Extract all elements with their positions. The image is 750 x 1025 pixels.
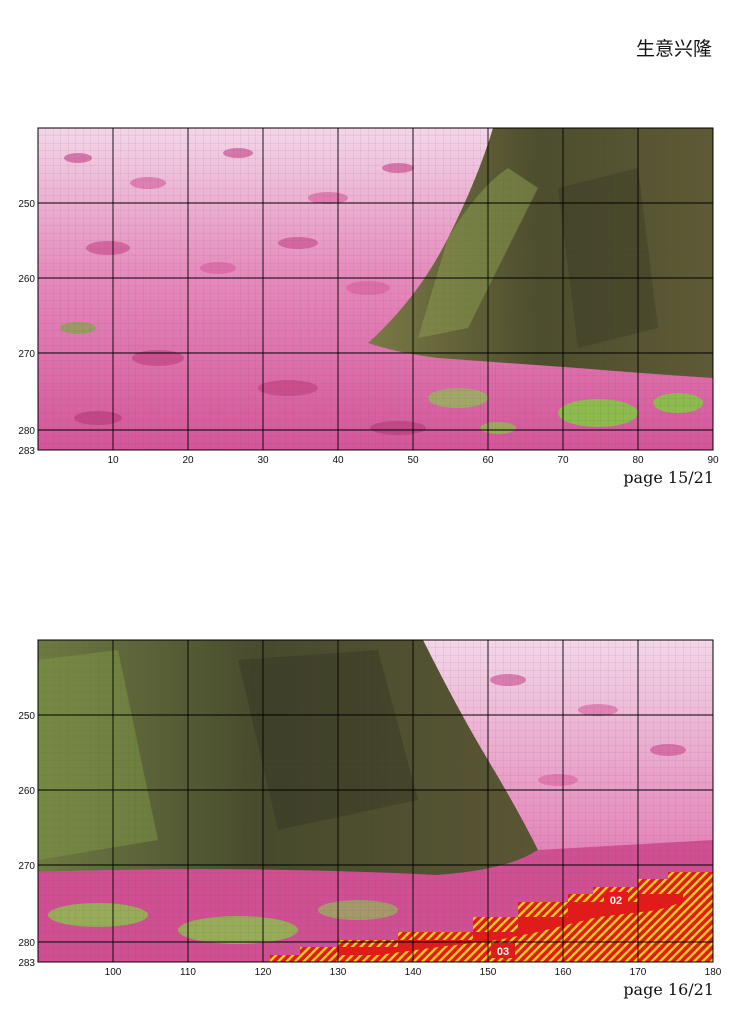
page-number-label: page 16/21 xyxy=(623,980,714,999)
x-tick-label: 150 xyxy=(480,967,497,978)
y-tick-label: 283 xyxy=(18,446,35,457)
y-tick-label: 283 xyxy=(18,958,35,969)
x-tick-label: 100 xyxy=(105,967,122,978)
marker-03: 03 xyxy=(491,943,515,958)
x-tick-label: 120 xyxy=(255,967,272,978)
x-tick-label: 20 xyxy=(182,455,194,466)
page-number-label: page 15/21 xyxy=(623,468,714,487)
y-tick-label: 250 xyxy=(18,711,35,722)
x-tick-label: 30 xyxy=(257,455,269,466)
pattern-chart-16: 02 03 100 110 120 130 140 150 160 170 180 250 260… xyxy=(18,639,722,978)
y-tick-label: 280 xyxy=(18,938,35,949)
stitch-grid xyxy=(38,128,713,450)
x-tick-label: 140 xyxy=(405,967,422,978)
x-tick-label: 170 xyxy=(630,967,647,978)
x-tick-label: 90 xyxy=(707,455,719,466)
x-tick-label: 160 xyxy=(555,967,572,978)
page-title: 生意兴隆 xyxy=(635,38,712,60)
stitch-grid xyxy=(38,640,713,962)
x-tick-label: 50 xyxy=(407,455,419,466)
x-tick-label: 110 xyxy=(180,967,196,978)
x-tick-label: 130 xyxy=(330,967,347,978)
major-grid-lines xyxy=(38,128,713,450)
pattern-chart-15: 10 20 30 40 50 60 70 80 90 250 260 270 280 283 xyxy=(18,127,719,466)
y-tick-label: 280 xyxy=(18,426,35,437)
major-grid-lines xyxy=(38,640,713,962)
y-tick-label: 270 xyxy=(18,861,35,872)
chart-border xyxy=(37,639,714,963)
marker-03-label: 03 xyxy=(497,946,509,958)
x-tick-label: 10 xyxy=(107,455,119,466)
x-tick-label: 180 xyxy=(705,967,722,978)
x-tick-label: 70 xyxy=(557,455,569,466)
marker-02-label: 02 xyxy=(610,895,622,907)
y-tick-label: 250 xyxy=(18,199,35,210)
x-tick-label: 80 xyxy=(632,455,644,466)
x-tick-label: 60 xyxy=(482,455,494,466)
y-tick-label: 260 xyxy=(18,786,35,797)
x-tick-label: 40 xyxy=(332,455,344,466)
marker-02: 02 xyxy=(604,892,628,907)
y-tick-label: 260 xyxy=(18,274,35,285)
y-tick-label: 270 xyxy=(18,349,35,360)
chart-border xyxy=(37,127,714,451)
